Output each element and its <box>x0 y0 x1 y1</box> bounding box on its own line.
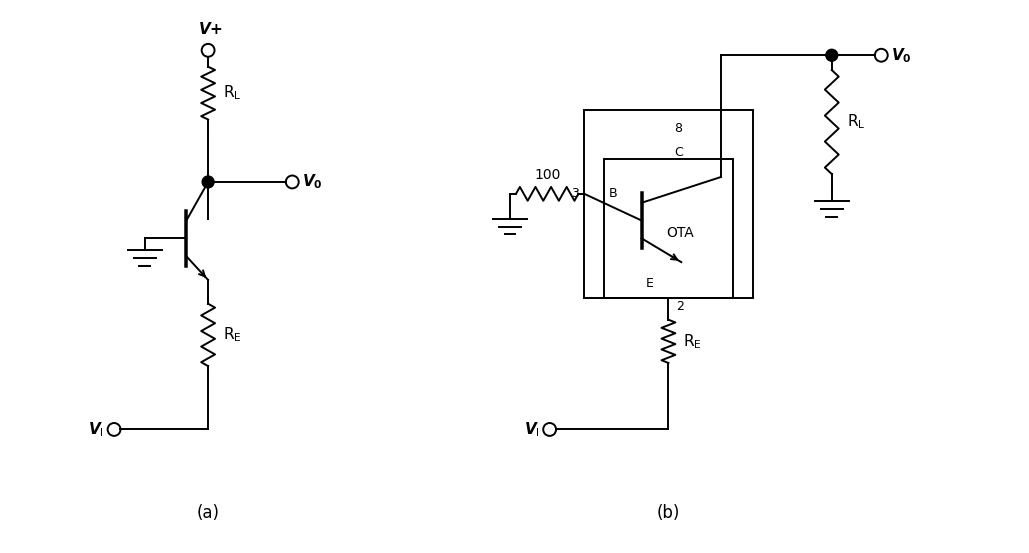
Text: E: E <box>645 277 653 290</box>
Text: B: B <box>609 187 617 200</box>
Text: $\bfit{V}$+: $\bfit{V}$+ <box>198 22 222 38</box>
Text: (b): (b) <box>657 504 680 521</box>
Text: (a): (a) <box>197 504 219 521</box>
Text: 8: 8 <box>674 122 682 134</box>
Text: R$_\mathrm{L}$: R$_\mathrm{L}$ <box>847 113 865 132</box>
Text: R$_\mathrm{E}$: R$_\mathrm{E}$ <box>223 326 242 345</box>
Text: 3: 3 <box>571 187 579 200</box>
Text: $\bfit{V}_\mathrm{I}$: $\bfit{V}_\mathrm{I}$ <box>524 420 540 439</box>
Text: 2: 2 <box>676 300 684 313</box>
Text: C: C <box>674 147 682 159</box>
Circle shape <box>826 49 838 61</box>
Text: $\bfit{V}_\mathrm{I}$: $\bfit{V}_\mathrm{I}$ <box>88 420 104 439</box>
Text: R$_\mathrm{L}$: R$_\mathrm{L}$ <box>223 84 242 102</box>
Bar <box>604 159 733 298</box>
Text: $\bfit{V}_\mathbf{0}$: $\bfit{V}_\mathbf{0}$ <box>891 46 912 65</box>
Bar <box>584 109 752 298</box>
Text: OTA: OTA <box>667 226 695 241</box>
Text: 100: 100 <box>534 168 561 182</box>
Text: R$_\mathrm{E}$: R$_\mathrm{E}$ <box>683 332 702 351</box>
Text: $\bfit{V}_\mathbf{0}$: $\bfit{V}_\mathbf{0}$ <box>303 173 323 191</box>
Circle shape <box>202 176 214 188</box>
